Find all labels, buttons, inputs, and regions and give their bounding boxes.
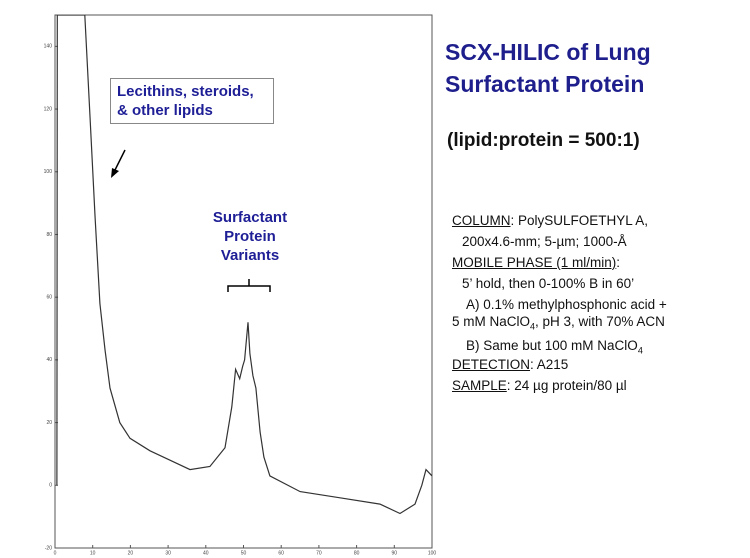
note-text: 200x4.6-mm; 5-µm; 1000-Å bbox=[462, 234, 627, 249]
x-tick-label: 10 bbox=[90, 550, 96, 556]
note-text: A) 0.1% methylphosphonic acid + bbox=[466, 297, 667, 312]
arrowhead bbox=[111, 168, 119, 178]
x-tick-label: 60 bbox=[278, 550, 284, 556]
y-tick-label: 140 bbox=[44, 44, 53, 50]
arrow bbox=[113, 149, 126, 173]
note-text: COLUMN bbox=[452, 213, 511, 228]
note-text: : bbox=[616, 255, 621, 270]
note-line: COLUMN: PolySULFOETHYL A, bbox=[452, 213, 747, 228]
note-text: SAMPLE bbox=[452, 378, 507, 394]
bracket bbox=[227, 279, 271, 292]
x-tick-label: 40 bbox=[203, 550, 209, 556]
subscript: 4 bbox=[637, 345, 643, 356]
note-text: DETECTION bbox=[452, 357, 531, 373]
y-tick-label: 20 bbox=[46, 420, 52, 426]
x-tick-label: 90 bbox=[392, 550, 398, 556]
y-tick-label: 0 bbox=[49, 483, 52, 489]
y-tick-label: 80 bbox=[46, 232, 52, 238]
y-tick-label: 60 bbox=[46, 295, 52, 301]
subtitle: (lipid:protein = 500:1) bbox=[447, 130, 640, 151]
note-line: SAMPLE: 24 µg protein/80 µl bbox=[452, 378, 747, 393]
x-tick-label: 70 bbox=[316, 550, 322, 556]
note-line: 200x4.6-mm; 5-µm; 1000-Å bbox=[452, 234, 747, 249]
note-line: 5’ hold, then 0-100% B in 60’ bbox=[452, 276, 747, 291]
x-tick-label: 80 bbox=[354, 550, 360, 556]
y-tick-label: 120 bbox=[44, 106, 53, 112]
note-line: DETECTION: A215 bbox=[452, 357, 747, 372]
note-text: MOBILE PHASE (1 ml/min) bbox=[452, 255, 617, 270]
annotation: Lecithins, steroids, & other lipids bbox=[110, 78, 274, 124]
x-tick-label: 50 bbox=[241, 550, 247, 556]
method-notes: COLUMN: PolySULFOETHYL A, 200x4.6-mm; 5-µ… bbox=[452, 213, 747, 399]
note-text: B) Same but 100 mM NaClO bbox=[466, 337, 638, 353]
note-text: , pH 3, with 70% ACN bbox=[535, 314, 665, 329]
subscript: 4 bbox=[530, 321, 536, 332]
note-text: 5 mM NaClO bbox=[452, 314, 531, 329]
y-tick-label: 40 bbox=[46, 357, 52, 363]
trace bbox=[56, 15, 432, 515]
note-line: B) Same but 100 mM NaClO4 bbox=[452, 338, 747, 356]
y-tick-label: -20 bbox=[45, 545, 52, 551]
x-tick-label: 100 bbox=[428, 550, 437, 556]
note-text: : PolySULFOETHYL A, bbox=[510, 213, 649, 228]
chart-title: SCX-HILIC of Lung Surfactant Protein bbox=[445, 39, 651, 97]
note-text: : 24 µg protein/80 µl bbox=[506, 378, 627, 394]
note-line: 5 mM NaClO4, pH 3, with 70% ACN bbox=[452, 314, 747, 332]
note-line: MOBILE PHASE (1 ml/min): bbox=[452, 255, 747, 270]
annotation: Surfactant Protein Variants bbox=[212, 209, 288, 264]
note-text: : A215 bbox=[530, 357, 569, 373]
note-text: 5’ hold, then 0-100% B in 60’ bbox=[462, 276, 635, 291]
y-tick-label: 100 bbox=[44, 169, 53, 175]
x-tick-label: 20 bbox=[128, 550, 134, 556]
note-line: A) 0.1% methylphosphonic acid + bbox=[452, 297, 747, 312]
x-tick-label: 30 bbox=[165, 550, 171, 556]
x-tick-label: 0 bbox=[54, 550, 57, 556]
